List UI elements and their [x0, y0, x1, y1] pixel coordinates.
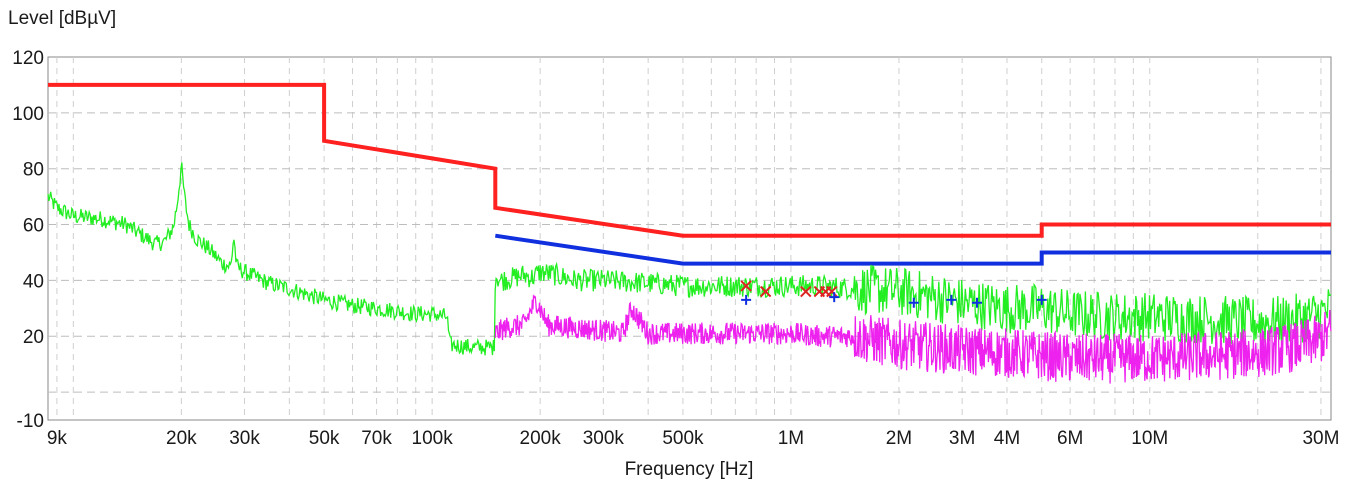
x-tick-label: 50k	[309, 428, 340, 449]
y-tick-label: 120	[12, 48, 44, 69]
x-tick-label: 100k	[412, 428, 454, 449]
y-axis-label: Level [dBµV]	[8, 8, 116, 29]
y-tick-label: 60	[23, 216, 44, 237]
y-tick-label: 40	[23, 271, 44, 292]
y-tick-label: 80	[23, 160, 44, 181]
x-tick-label: 300k	[583, 428, 625, 449]
x-tick-label: 10M	[1131, 428, 1168, 449]
peak-marker-plus	[946, 294, 957, 305]
limit-line	[48, 82, 1331, 238]
x-tick-label: 30M	[1302, 428, 1339, 449]
peak-marker-x	[740, 280, 752, 292]
spectrum-trace	[47, 162, 1332, 356]
x-tick-label: 9k	[47, 428, 68, 449]
peak-marker-plus	[829, 292, 840, 303]
x-axis-label: Frequency [Hz]	[625, 459, 754, 480]
x-tick-label: 2M	[886, 428, 912, 449]
spectrum-trace	[494, 294, 1332, 384]
x-tick-label: 3M	[949, 428, 975, 449]
peak-marker-plus	[741, 294, 752, 305]
tick-labels: 9k 20k 30k 50k 70k 100k 200k 300k 500k 1M 2M 3M 4M 6M…	[12, 48, 1339, 449]
x-tick-label: 20k	[166, 428, 197, 449]
x-tick-label: 30k	[229, 428, 260, 449]
peak-marker-plus	[908, 297, 919, 308]
x-tick-label: 4M	[994, 428, 1020, 449]
x-tick-label: 70k	[361, 428, 392, 449]
limit-line	[495, 233, 1331, 266]
y-tick-label: 20	[23, 327, 44, 348]
x-tick-label: 1M	[778, 428, 804, 449]
peak-marker-plus	[1036, 294, 1047, 305]
series-layer	[47, 82, 1332, 384]
x-tick-label: 500k	[662, 428, 704, 449]
marker-layer	[740, 280, 1047, 308]
peak-marker-plus	[971, 297, 982, 308]
y-tick-label: -10	[17, 411, 44, 432]
peak-marker-x	[800, 285, 812, 298]
x-tick-label: 6M	[1057, 428, 1083, 449]
grid	[48, 57, 1331, 420]
x-tick-label: 200k	[520, 428, 562, 449]
peak-marker-x	[759, 285, 772, 298]
plot-area	[47, 56, 1332, 421]
y-tick-label: 100	[12, 104, 44, 125]
